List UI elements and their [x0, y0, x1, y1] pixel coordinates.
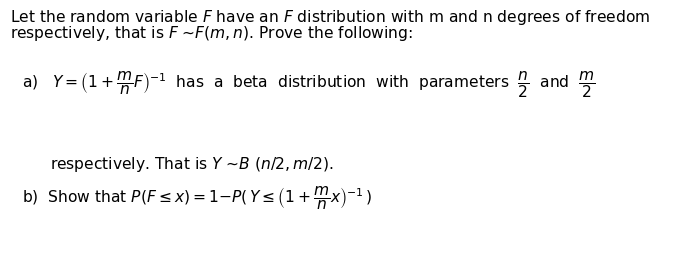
- Text: a)   $Y = \left(1+\dfrac{m}{n}F\right)^{-1}$  has  a  beta  distribution  with  : a) $Y = \left(1+\dfrac{m}{n}F\right)^{-1…: [22, 70, 596, 100]
- Text: Let the random variable $F$ have an $F$ distribution with m and n degrees of fre: Let the random variable $F$ have an $F$ …: [10, 8, 650, 27]
- Text: b)  Show that $P(F\leq x) = 1\mathrm{-}P(\, Y \leq \left(1+\dfrac{m}{n}x\right)^: b) Show that $P(F\leq x) = 1\mathrm{-}P(…: [22, 185, 372, 212]
- Text: respectively, that is $F$ ~$F(m,n)$. Prove the following:: respectively, that is $F$ ~$F(m,n)$. Pro…: [10, 24, 413, 43]
- Text: respectively. That is $Y$ ~$B$ $(n/2, m/2)$.: respectively. That is $Y$ ~$B$ $(n/2, m/…: [50, 155, 334, 174]
